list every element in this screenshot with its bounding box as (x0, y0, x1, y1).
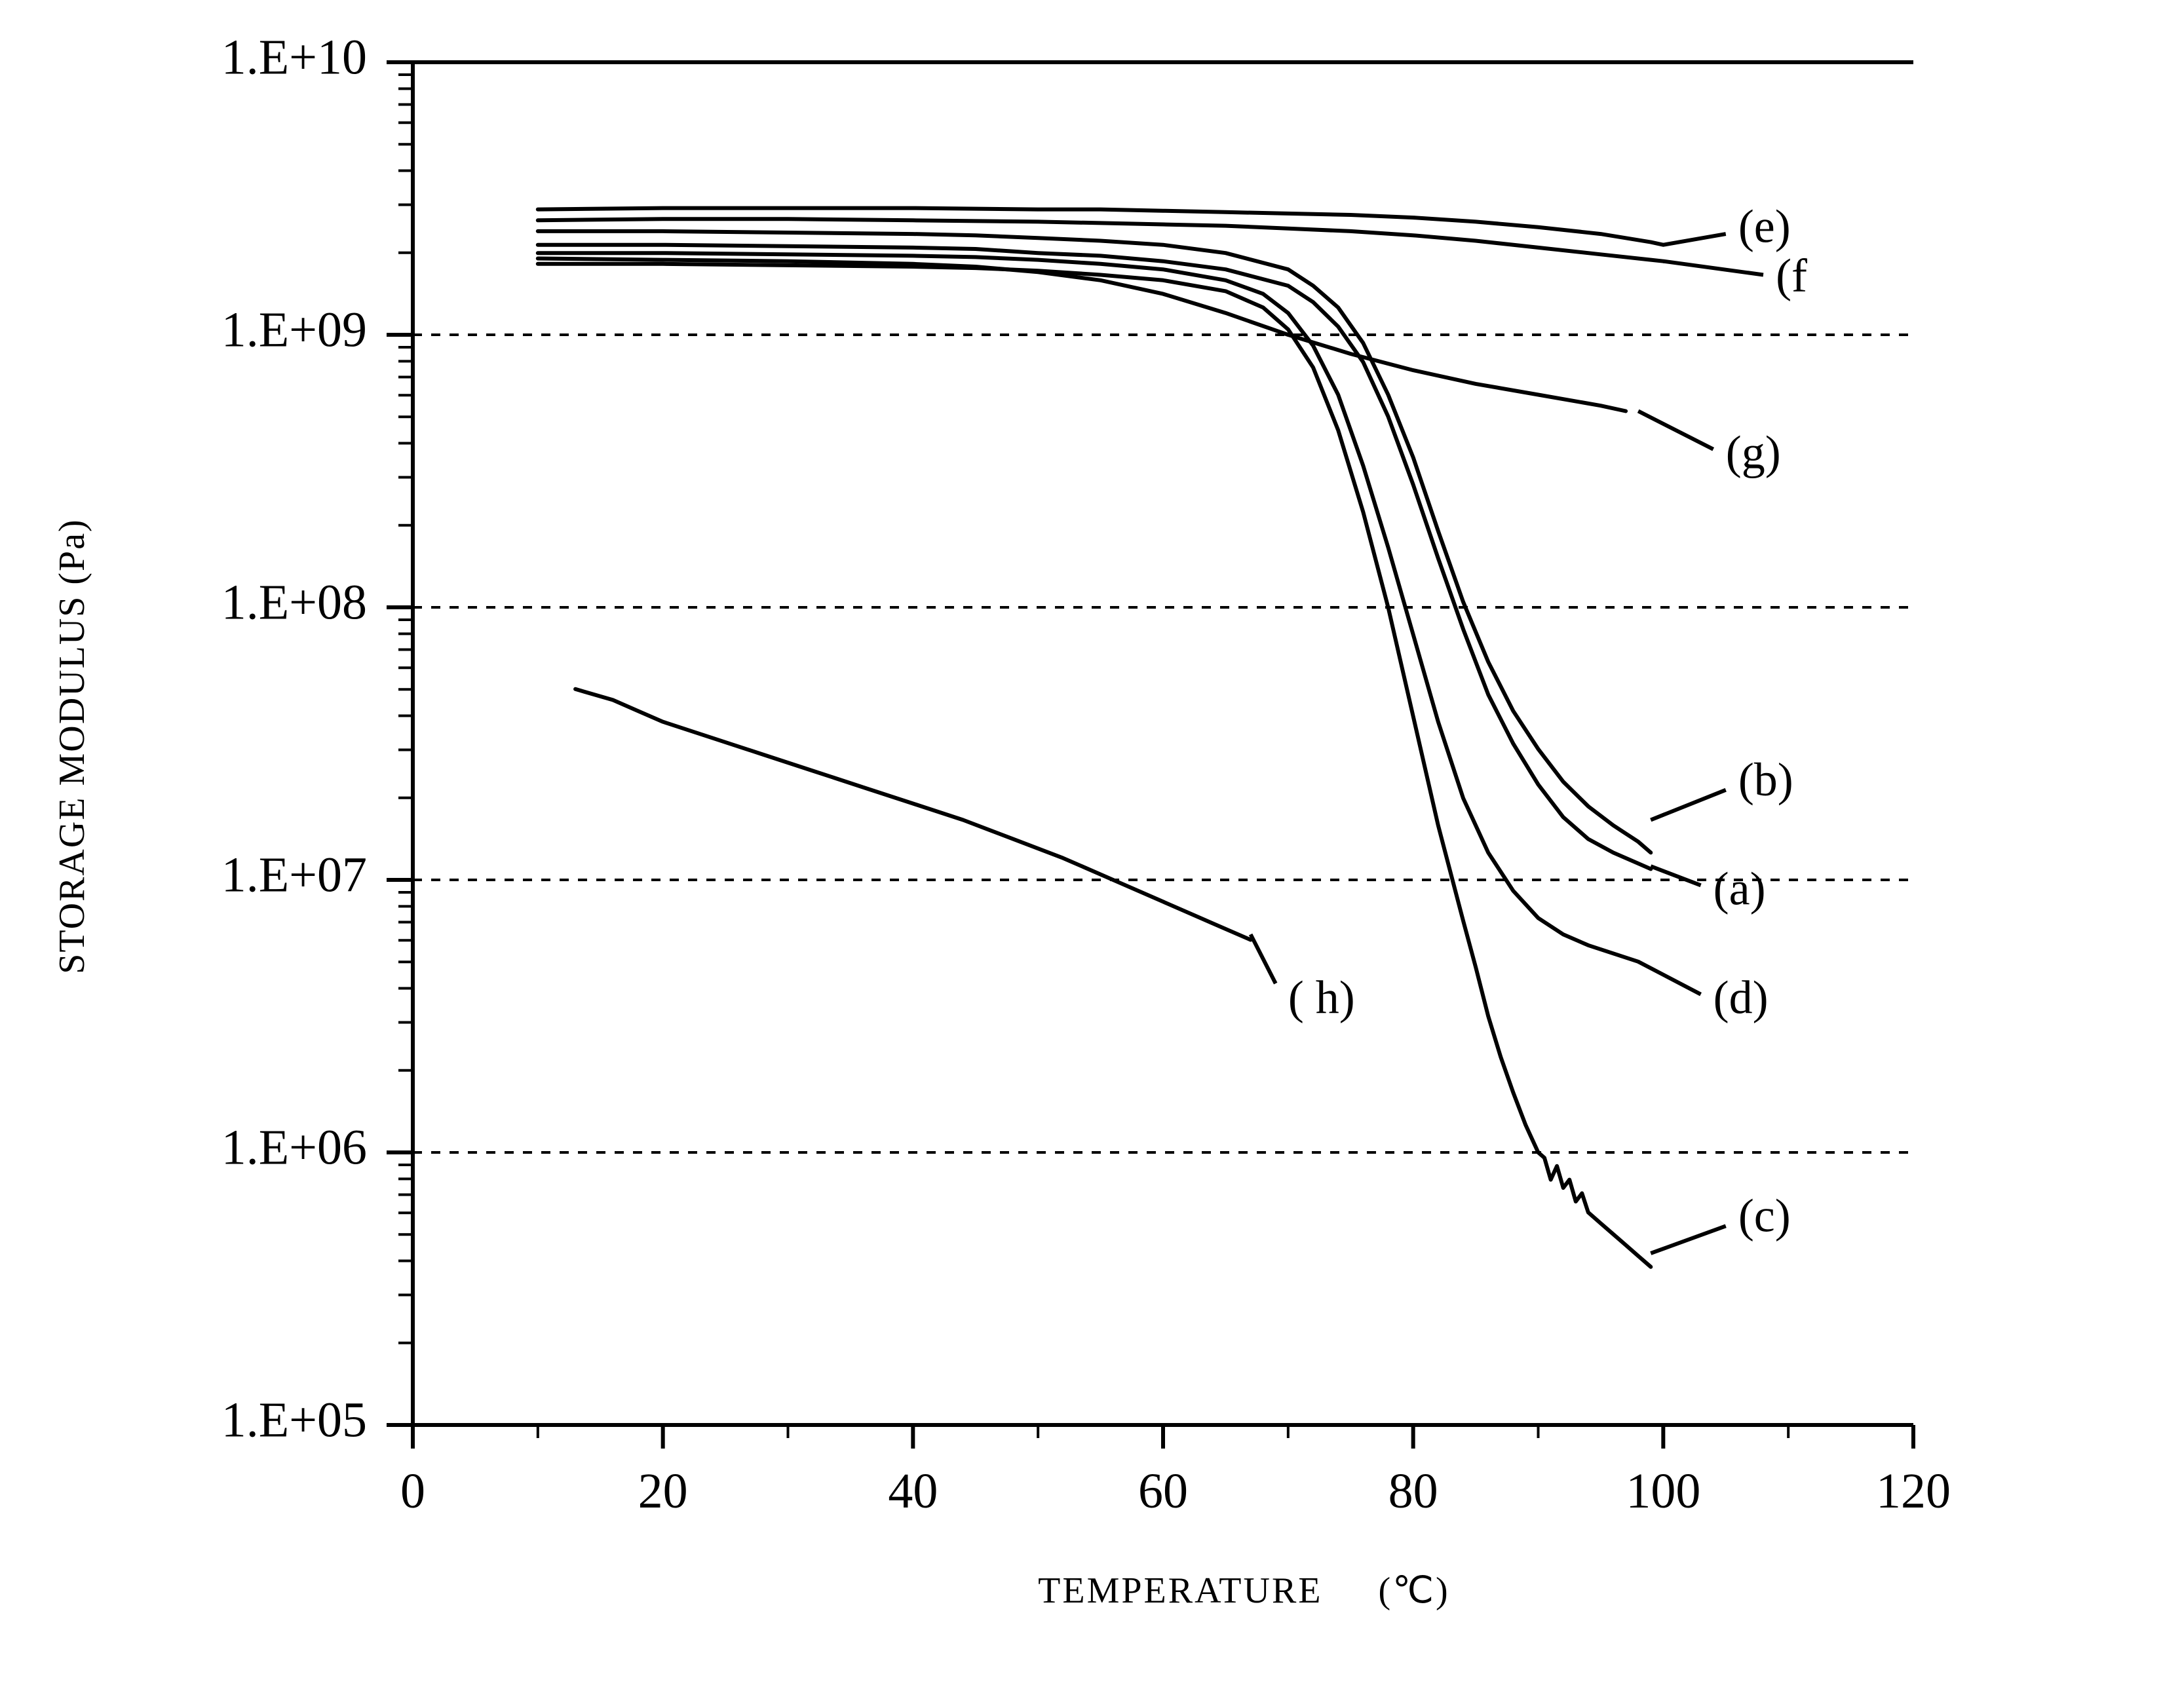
svg-text:(d): (d) (1713, 972, 1769, 1024)
svg-text:(b): (b) (1738, 753, 1793, 806)
svg-text:(a): (a) (1713, 862, 1766, 915)
svg-text:20: 20 (638, 1464, 688, 1519)
svg-text:1.E+07: 1.E+07 (221, 847, 367, 902)
x-axis-label: TEMPERATURE (℃) (1038, 1569, 1450, 1612)
chart-container: 1.E+05 1.E+06 1.E+07 1.E+08 1.E+09 1.E+10 0 20 4… (0, 0, 2182, 1705)
x-axis-label-text: TEMPERATURE (1038, 1570, 1322, 1611)
svg-text:1.E+05: 1.E+05 (221, 1392, 367, 1447)
y-axis-label: STORAGE MODULUS (Pa) (51, 451, 93, 1041)
svg-text:1.E+06: 1.E+06 (221, 1120, 367, 1175)
svg-text:100: 100 (1626, 1464, 1700, 1519)
svg-text:0: 0 (400, 1464, 425, 1519)
svg-text:(g): (g) (1726, 427, 1781, 479)
svg-text:(c): (c) (1738, 1190, 1791, 1242)
svg-text:1.E+08: 1.E+08 (221, 575, 367, 630)
svg-text:( h): ( h) (1288, 972, 1355, 1024)
svg-text:40: 40 (888, 1464, 938, 1519)
svg-text:(e): (e) (1738, 200, 1791, 252)
svg-text:60: 60 (1138, 1464, 1188, 1519)
svg-text:120: 120 (1876, 1464, 1951, 1519)
svg-text:1.E+10: 1.E+10 (221, 29, 367, 85)
svg-text:80: 80 (1388, 1464, 1438, 1519)
svg-text:(f: (f (1776, 249, 1807, 301)
modulus-temperature-chart: 1.E+05 1.E+06 1.E+07 1.E+08 1.E+09 1.E+10 0 20 4… (0, 0, 2182, 1705)
svg-text:1.E+09: 1.E+09 (221, 302, 367, 357)
x-axis-unit: (℃) (1379, 1570, 1450, 1611)
